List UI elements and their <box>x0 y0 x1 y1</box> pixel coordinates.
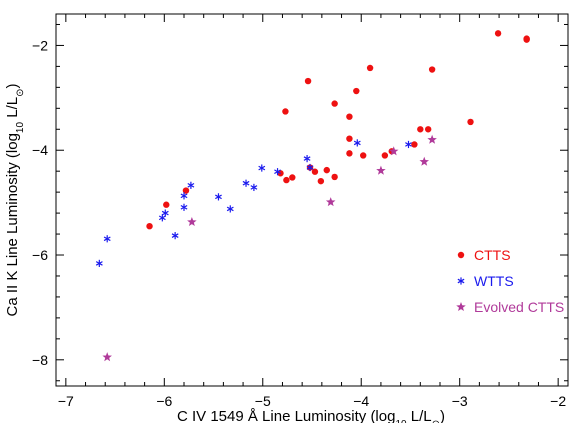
y-tick-label: −2 <box>32 37 48 53</box>
point-wtts <box>161 209 169 217</box>
point-ctts <box>331 100 338 107</box>
point-ctts <box>366 64 374 72</box>
point-wtts <box>95 259 103 267</box>
point-ctts <box>346 135 353 142</box>
point-wtts <box>103 235 111 243</box>
y-axis-title-sub: 10 <box>15 122 26 134</box>
point-ctts <box>311 168 319 175</box>
point-ctts <box>282 108 289 115</box>
point-ctts <box>163 201 170 208</box>
point-wtts <box>306 163 314 172</box>
point-ctts <box>331 173 338 181</box>
y-axis-title: Ca II K Line Luminosity (log10 L/L⊙) <box>4 84 26 317</box>
point-ctts <box>428 66 436 73</box>
point-evolved-ctts <box>325 197 336 207</box>
x-axis-title-main: C IV 1549 Å Line Luminosity (log <box>177 408 395 423</box>
point-ctts <box>467 118 474 126</box>
legend-marker-wtts <box>457 277 465 285</box>
point-ctts <box>523 36 530 43</box>
point-wtts <box>250 183 258 192</box>
x-tick-label: −7 <box>58 393 74 409</box>
point-wtts <box>180 203 188 211</box>
legend-label-wtts: WTTS <box>474 273 514 289</box>
point-wtts <box>215 193 222 201</box>
point-ctts <box>304 77 312 85</box>
legend-marker-evolved-ctts <box>456 302 466 312</box>
point-ctts <box>146 222 153 230</box>
y-tick-label: −8 <box>32 352 48 368</box>
y-axis-title-close: ) <box>4 84 21 89</box>
point-ctts <box>494 30 502 37</box>
point-evolved-ctts <box>102 352 112 362</box>
point-wtts <box>171 232 179 240</box>
data-points <box>95 30 530 362</box>
point-evolved-ctts <box>427 134 437 144</box>
point-wtts <box>274 168 281 176</box>
x-tick-label: −2 <box>550 393 566 409</box>
point-wtts <box>242 179 250 187</box>
point-evolved-ctts <box>187 217 197 227</box>
legend-markers <box>456 251 466 312</box>
point-evolved-ctts <box>388 146 399 156</box>
x-tick-label: −6 <box>156 393 172 409</box>
point-ctts <box>283 176 290 184</box>
x-axis-title-close: ) <box>440 408 445 423</box>
x-axis-title-sun-sub: ⊙ <box>432 419 440 423</box>
point-ctts <box>411 141 418 148</box>
point-ctts <box>424 126 432 133</box>
point-wtts <box>303 155 311 163</box>
point-ctts <box>381 152 389 159</box>
point-wtts <box>158 214 166 222</box>
legend-marker-ctts <box>457 251 465 259</box>
legend: CTTS WTTS Evolved CTTS <box>456 247 564 315</box>
point-wtts <box>226 205 234 213</box>
y-tick-label: −6 <box>32 247 48 263</box>
point-wtts <box>258 164 266 172</box>
x-axis-title: C IV 1549 Å Line Luminosity (log10 L/L⊙) <box>177 408 445 423</box>
point-evolved-ctts <box>419 156 429 166</box>
point-ctts <box>346 150 353 157</box>
point-wtts <box>187 181 195 189</box>
legend-label-ctts: CTTS <box>474 247 511 263</box>
x-tick-label: −3 <box>452 393 468 409</box>
point-wtts <box>353 139 361 147</box>
point-evolved-ctts <box>376 165 386 175</box>
y-tick-label: −4 <box>32 142 48 158</box>
point-wtts <box>405 140 412 149</box>
point-ctts <box>323 166 330 174</box>
point-ctts <box>289 174 296 181</box>
point-ctts <box>353 87 360 95</box>
x-axis-title-end: L/L <box>407 408 432 423</box>
y-axis-title-main: Ca II K Line Luminosity (log <box>4 133 21 316</box>
point-ctts <box>417 126 424 133</box>
point-ctts <box>182 187 190 194</box>
point-wtts <box>180 192 188 200</box>
x-tick-label: −5 <box>255 393 271 409</box>
plot-frame <box>55 13 569 387</box>
point-ctts <box>346 113 353 120</box>
axis-ticks: −7 −6 −5 −4 −3 −2 −8 −6 −4 −2 <box>32 14 568 409</box>
point-ctts <box>360 152 367 159</box>
y-axis-title-sun-sub: ⊙ <box>15 89 26 97</box>
legend-label-evolved-ctts: Evolved CTTS <box>474 299 564 315</box>
x-tick-label: −4 <box>353 393 369 409</box>
x-axis-title-sub: 10 <box>395 419 407 423</box>
y-axis-title-end: L/L <box>4 97 21 122</box>
point-ctts <box>317 177 325 185</box>
